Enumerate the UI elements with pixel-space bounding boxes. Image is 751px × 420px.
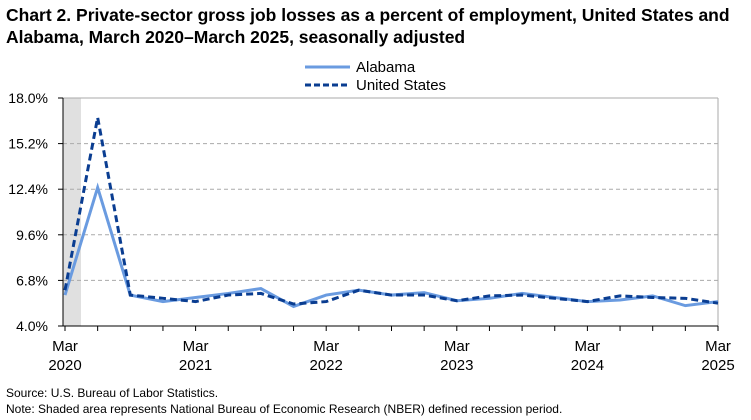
x-tick-label: Mar [183,338,209,355]
x-tick-label: Mar [574,338,600,355]
x-tick-label: Mar [52,338,78,355]
x-tick-label: 2020 [48,357,81,374]
series-line-united-states [63,117,719,306]
source-note: Source: U.S. Bureau of Labor Statistics. [6,386,219,400]
y-tick-label: 18.0% [8,90,48,106]
x-tick-label: Mar [705,338,731,355]
chart-title: Chart 2. Private-sector gross job losses… [6,5,730,47]
x-tick-label: 2021 [179,357,212,374]
y-tick-label: 4.0% [16,318,48,334]
x-tick-label: 2022 [310,357,343,374]
x-tick-label: 2025 [701,357,734,374]
recession-shading [63,98,81,326]
y-tick-label: 12.4% [8,181,48,197]
x-tick-label: 2023 [440,357,473,374]
series-line-alabama [63,182,719,309]
legend-label: Alabama [356,59,416,76]
y-tick-label: 9.6% [16,227,48,243]
x-tick-label: Mar [313,338,339,355]
x-tick-label: 2024 [571,357,604,374]
x-tick-label: Mar [444,338,470,355]
y-tick-label: 15.2% [8,136,48,152]
legend-label: United States [356,77,446,94]
footnote: Note: Shaded area represents National Bu… [6,402,563,416]
y-tick-label: 6.8% [16,272,48,288]
